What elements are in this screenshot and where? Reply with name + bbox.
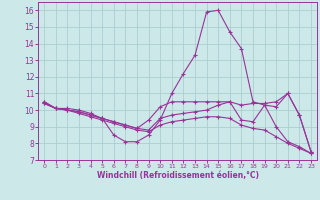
X-axis label: Windchill (Refroidissement éolien,°C): Windchill (Refroidissement éolien,°C): [97, 171, 259, 180]
